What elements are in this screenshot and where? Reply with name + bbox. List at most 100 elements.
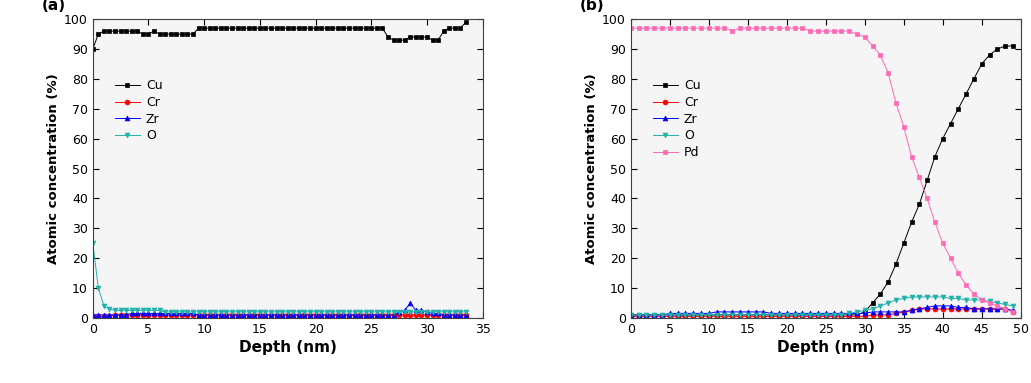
Pd	[750, 26, 762, 30]
Cr	[773, 314, 786, 319]
Cr	[789, 314, 801, 319]
O	[159, 309, 171, 314]
Cr	[882, 313, 894, 317]
Zr	[843, 311, 856, 316]
Pd	[944, 256, 957, 260]
O	[975, 298, 988, 302]
Cu	[811, 313, 824, 317]
O	[882, 301, 894, 305]
O	[960, 298, 972, 302]
O	[679, 313, 692, 317]
Cu	[741, 313, 754, 317]
Cr	[984, 307, 996, 311]
Pd	[859, 35, 871, 39]
Pd	[679, 26, 692, 30]
Pd	[765, 26, 777, 30]
Cu	[719, 313, 731, 317]
O	[843, 311, 856, 316]
Zr	[757, 309, 769, 314]
Cu	[765, 313, 777, 317]
O	[991, 301, 1003, 305]
Cu	[890, 262, 902, 267]
Text: (b): (b)	[580, 0, 605, 13]
Zr	[726, 309, 738, 314]
Cr	[710, 314, 723, 319]
Zr	[175, 311, 188, 316]
O	[632, 313, 644, 317]
Cr	[757, 314, 769, 319]
Zr	[404, 301, 417, 305]
Cu	[632, 313, 644, 317]
Cr	[719, 314, 731, 319]
Cu	[679, 313, 692, 317]
Cr	[687, 314, 699, 319]
Pd	[656, 26, 668, 30]
Cu	[304, 26, 317, 30]
Zr	[811, 311, 824, 316]
Pd	[843, 29, 856, 33]
Pd	[929, 220, 941, 224]
O	[773, 313, 786, 317]
Cr	[851, 314, 863, 319]
Cu	[820, 313, 832, 317]
Text: (a): (a)	[42, 0, 66, 13]
Cr	[695, 314, 707, 319]
Zr	[695, 311, 707, 316]
Cu	[656, 313, 668, 317]
Line: O: O	[628, 295, 1016, 318]
O	[811, 313, 824, 317]
Zr	[827, 311, 839, 316]
Zr	[719, 309, 731, 314]
Zr	[859, 311, 871, 316]
Cr	[796, 314, 808, 319]
Pd	[710, 26, 723, 30]
Pd	[780, 26, 793, 30]
O	[671, 313, 684, 317]
Zr	[975, 307, 988, 311]
Zr	[460, 313, 472, 317]
Pd	[913, 175, 926, 180]
Cr	[898, 309, 910, 314]
Zr	[87, 313, 99, 317]
O	[726, 313, 738, 317]
Pd	[789, 26, 801, 30]
Line: Cu: Cu	[91, 20, 468, 51]
Cu	[1006, 44, 1019, 48]
Cu	[898, 241, 910, 246]
Zr	[734, 309, 746, 314]
O	[741, 313, 754, 317]
Cr	[874, 313, 887, 317]
Pd	[820, 29, 832, 33]
Cu	[905, 220, 918, 224]
Zr	[687, 311, 699, 316]
Zr	[851, 311, 863, 316]
Cu	[640, 313, 653, 317]
Cr	[640, 314, 653, 319]
Cu	[695, 313, 707, 317]
Zr	[648, 313, 661, 317]
Zr	[944, 304, 957, 308]
Zr	[242, 313, 255, 317]
Cr	[999, 307, 1011, 311]
Zr	[304, 313, 317, 317]
O	[702, 313, 714, 317]
Cr	[952, 307, 964, 311]
Cu	[975, 62, 988, 66]
Cr	[929, 307, 941, 311]
Line: Zr: Zr	[91, 301, 468, 318]
Pd	[968, 292, 980, 296]
Zr	[921, 305, 933, 310]
Cu	[882, 280, 894, 284]
Cr	[890, 311, 902, 316]
Cr	[835, 314, 847, 319]
Zr	[905, 308, 918, 313]
Cr	[679, 314, 692, 319]
O	[859, 308, 871, 313]
O	[999, 302, 1011, 307]
Pd	[757, 26, 769, 30]
Pd	[773, 26, 786, 30]
Cu	[448, 26, 461, 30]
Cu	[625, 313, 637, 317]
O	[710, 313, 723, 317]
O	[820, 313, 832, 317]
